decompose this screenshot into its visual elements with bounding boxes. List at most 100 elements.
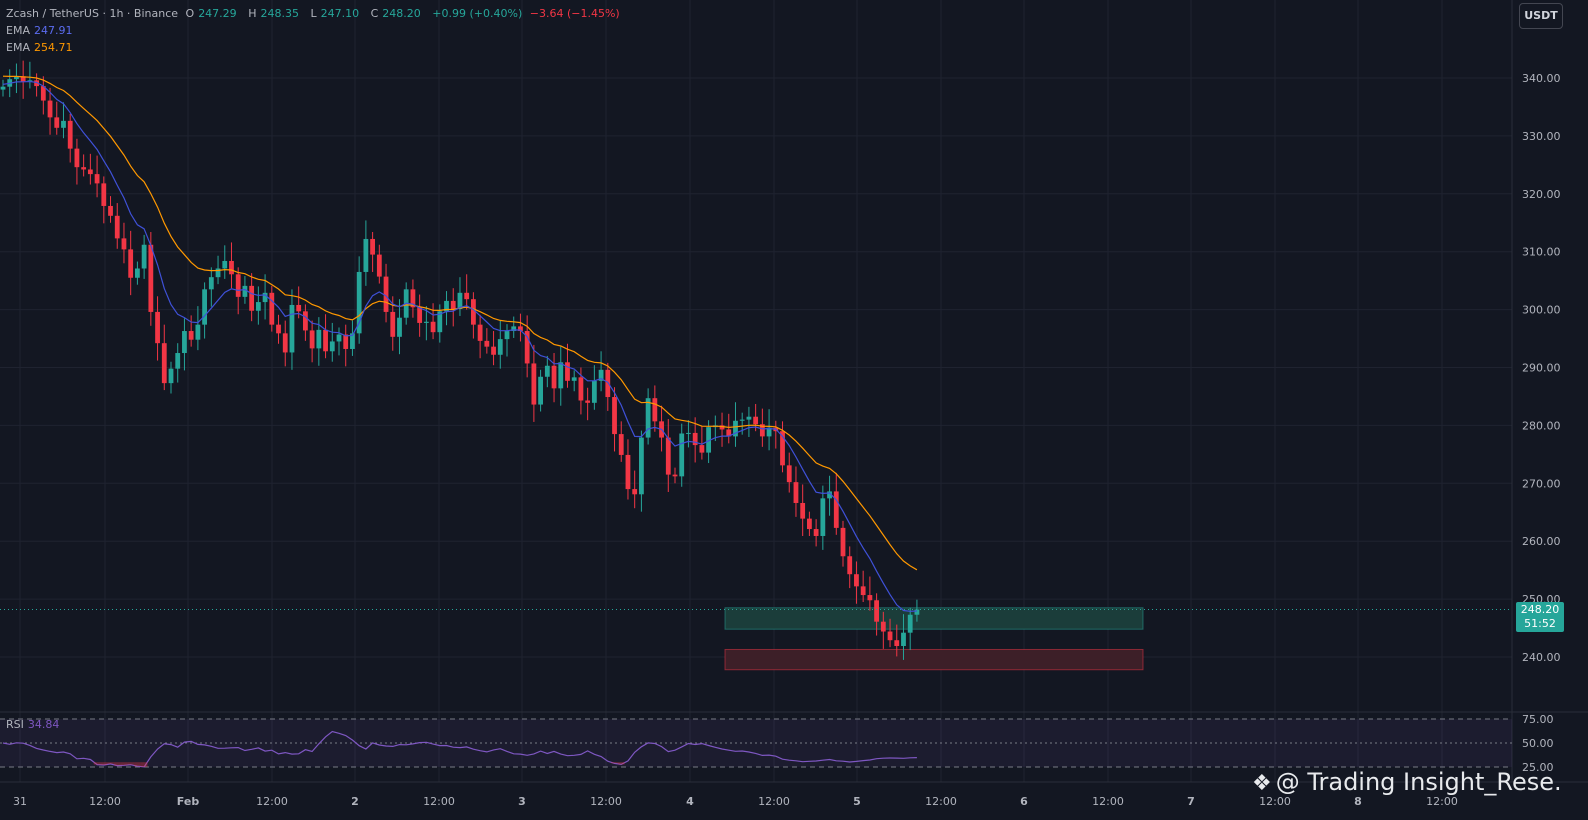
bar-countdown: 51:52 <box>1524 617 1556 630</box>
binance-logo-icon: ❖ <box>1252 771 1272 796</box>
x-tick-label-3: 12:00 <box>256 795 288 808</box>
candle-9 <box>61 120 66 128</box>
candle-13 <box>87 169 93 175</box>
candle-130 <box>874 600 879 622</box>
y-tick-label-8: 260.00 <box>1522 535 1561 548</box>
candle-73 <box>491 346 496 355</box>
candle-5 <box>34 80 39 87</box>
candle-53 <box>356 271 362 334</box>
candle-26 <box>175 353 181 369</box>
candle-8 <box>54 117 60 128</box>
chart-legend: Zcash / TetherUS · 1h · Binance O 247.29 … <box>6 5 624 56</box>
candle-38 <box>255 302 261 311</box>
candle-135 <box>907 614 913 633</box>
ema-slow-legend[interactable]: EMA 254.71 <box>6 41 73 54</box>
candle-24 <box>161 343 167 384</box>
watermark-text: @ Trading Insight_Rese... <box>1275 768 1562 796</box>
zone-support <box>724 607 1144 630</box>
candle-79 <box>531 363 537 405</box>
x-tick-label-15: 12:00 <box>1259 795 1291 808</box>
zone-resistance <box>724 648 1144 671</box>
candle-56 <box>376 254 382 277</box>
candle-97 <box>652 398 658 422</box>
candle-121 <box>813 529 819 536</box>
candle-58 <box>390 311 396 337</box>
candle-131 <box>880 621 886 632</box>
rsi-oversold-fill-20 <box>134 762 141 767</box>
candle-136 <box>914 609 920 615</box>
rsi-oversold-fill-14 <box>93 762 101 765</box>
rsi-label: RSI <box>6 718 24 731</box>
candle-99 <box>665 437 671 475</box>
candle-20 <box>135 268 140 278</box>
x-tick-label-0: 31 <box>13 795 27 808</box>
rsi-oversold-fill-91 <box>611 762 618 764</box>
candle-36 <box>242 285 248 297</box>
candle-32 <box>215 268 221 278</box>
candle-41 <box>276 324 281 334</box>
y-tick-label-7: 270.00 <box>1522 477 1561 490</box>
candle-116 <box>780 431 785 466</box>
x-tick-label-1: 12:00 <box>89 795 121 808</box>
candle-114 <box>766 427 772 437</box>
x-tick-label-13: 12:00 <box>1092 795 1124 808</box>
rsi-oversold-fill-18 <box>120 762 128 766</box>
candle-80 <box>538 376 543 405</box>
candle-132 <box>887 631 893 641</box>
x-tick-label-8: 4 <box>686 795 694 808</box>
candle-85 <box>571 377 577 381</box>
currency-button[interactable]: USDT <box>1519 3 1563 29</box>
last-price: 248.20 <box>1520 603 1560 616</box>
ohlc-close: C 248.20 <box>370 7 421 20</box>
candle-3 <box>20 76 26 82</box>
candle-16 <box>108 205 113 216</box>
candle-47 <box>316 329 322 349</box>
candle-82 <box>551 365 557 389</box>
candle-65 <box>437 311 443 333</box>
x-tick-label-12: 6 <box>1020 795 1028 808</box>
ema-fast-legend[interactable]: EMA 247.91 <box>6 24 73 37</box>
candle-110 <box>739 419 745 421</box>
candle-66 <box>444 300 449 312</box>
candle-91 <box>612 397 617 435</box>
last-price-tag: 248.20 51:52 <box>1516 602 1564 632</box>
candle-19 <box>128 249 134 278</box>
candle-57 <box>383 276 389 312</box>
candle-42 <box>282 333 288 353</box>
candle-120 <box>807 518 812 530</box>
y-tick-label-1: 330.00 <box>1522 130 1561 143</box>
candles <box>0 60 920 660</box>
candle-12 <box>81 167 87 170</box>
rsi-legend[interactable]: RSI 34.84 <box>6 718 59 731</box>
ema-slow-line <box>2 75 918 571</box>
symbol-title[interactable]: Zcash / TetherUS · 1h · Binance <box>6 7 179 20</box>
candle-89 <box>598 369 604 381</box>
candle-86 <box>578 377 584 401</box>
rsi-oversold-fill-19 <box>127 762 135 765</box>
candle-17 <box>114 215 120 239</box>
y-tick-label-5: 290.00 <box>1522 362 1561 375</box>
candle-59 <box>397 317 402 337</box>
candle-134 <box>901 632 906 646</box>
y-tick-label-4: 300.00 <box>1522 304 1561 317</box>
candle-64 <box>430 321 436 333</box>
candle-118 <box>793 482 799 503</box>
rsi-oversold-fill-21 <box>140 762 148 767</box>
x-tick-label-11: 12:00 <box>925 795 957 808</box>
candle-28 <box>188 331 194 340</box>
candle-87 <box>585 400 591 403</box>
candle-126 <box>847 556 853 575</box>
candle-15 <box>101 183 107 206</box>
x-tick-label-9: 12:00 <box>758 795 790 808</box>
candle-71 <box>477 324 483 341</box>
candle-46 <box>309 330 315 349</box>
candle-104 <box>699 445 705 453</box>
candle-100 <box>672 474 678 477</box>
candle-6 <box>40 86 46 101</box>
candle-51 <box>343 334 349 349</box>
candle-31 <box>208 277 214 290</box>
y-tick-label-3: 310.00 <box>1522 246 1561 259</box>
candle-84 <box>565 362 570 381</box>
ohlc-open: O 247.29 <box>185 7 237 20</box>
